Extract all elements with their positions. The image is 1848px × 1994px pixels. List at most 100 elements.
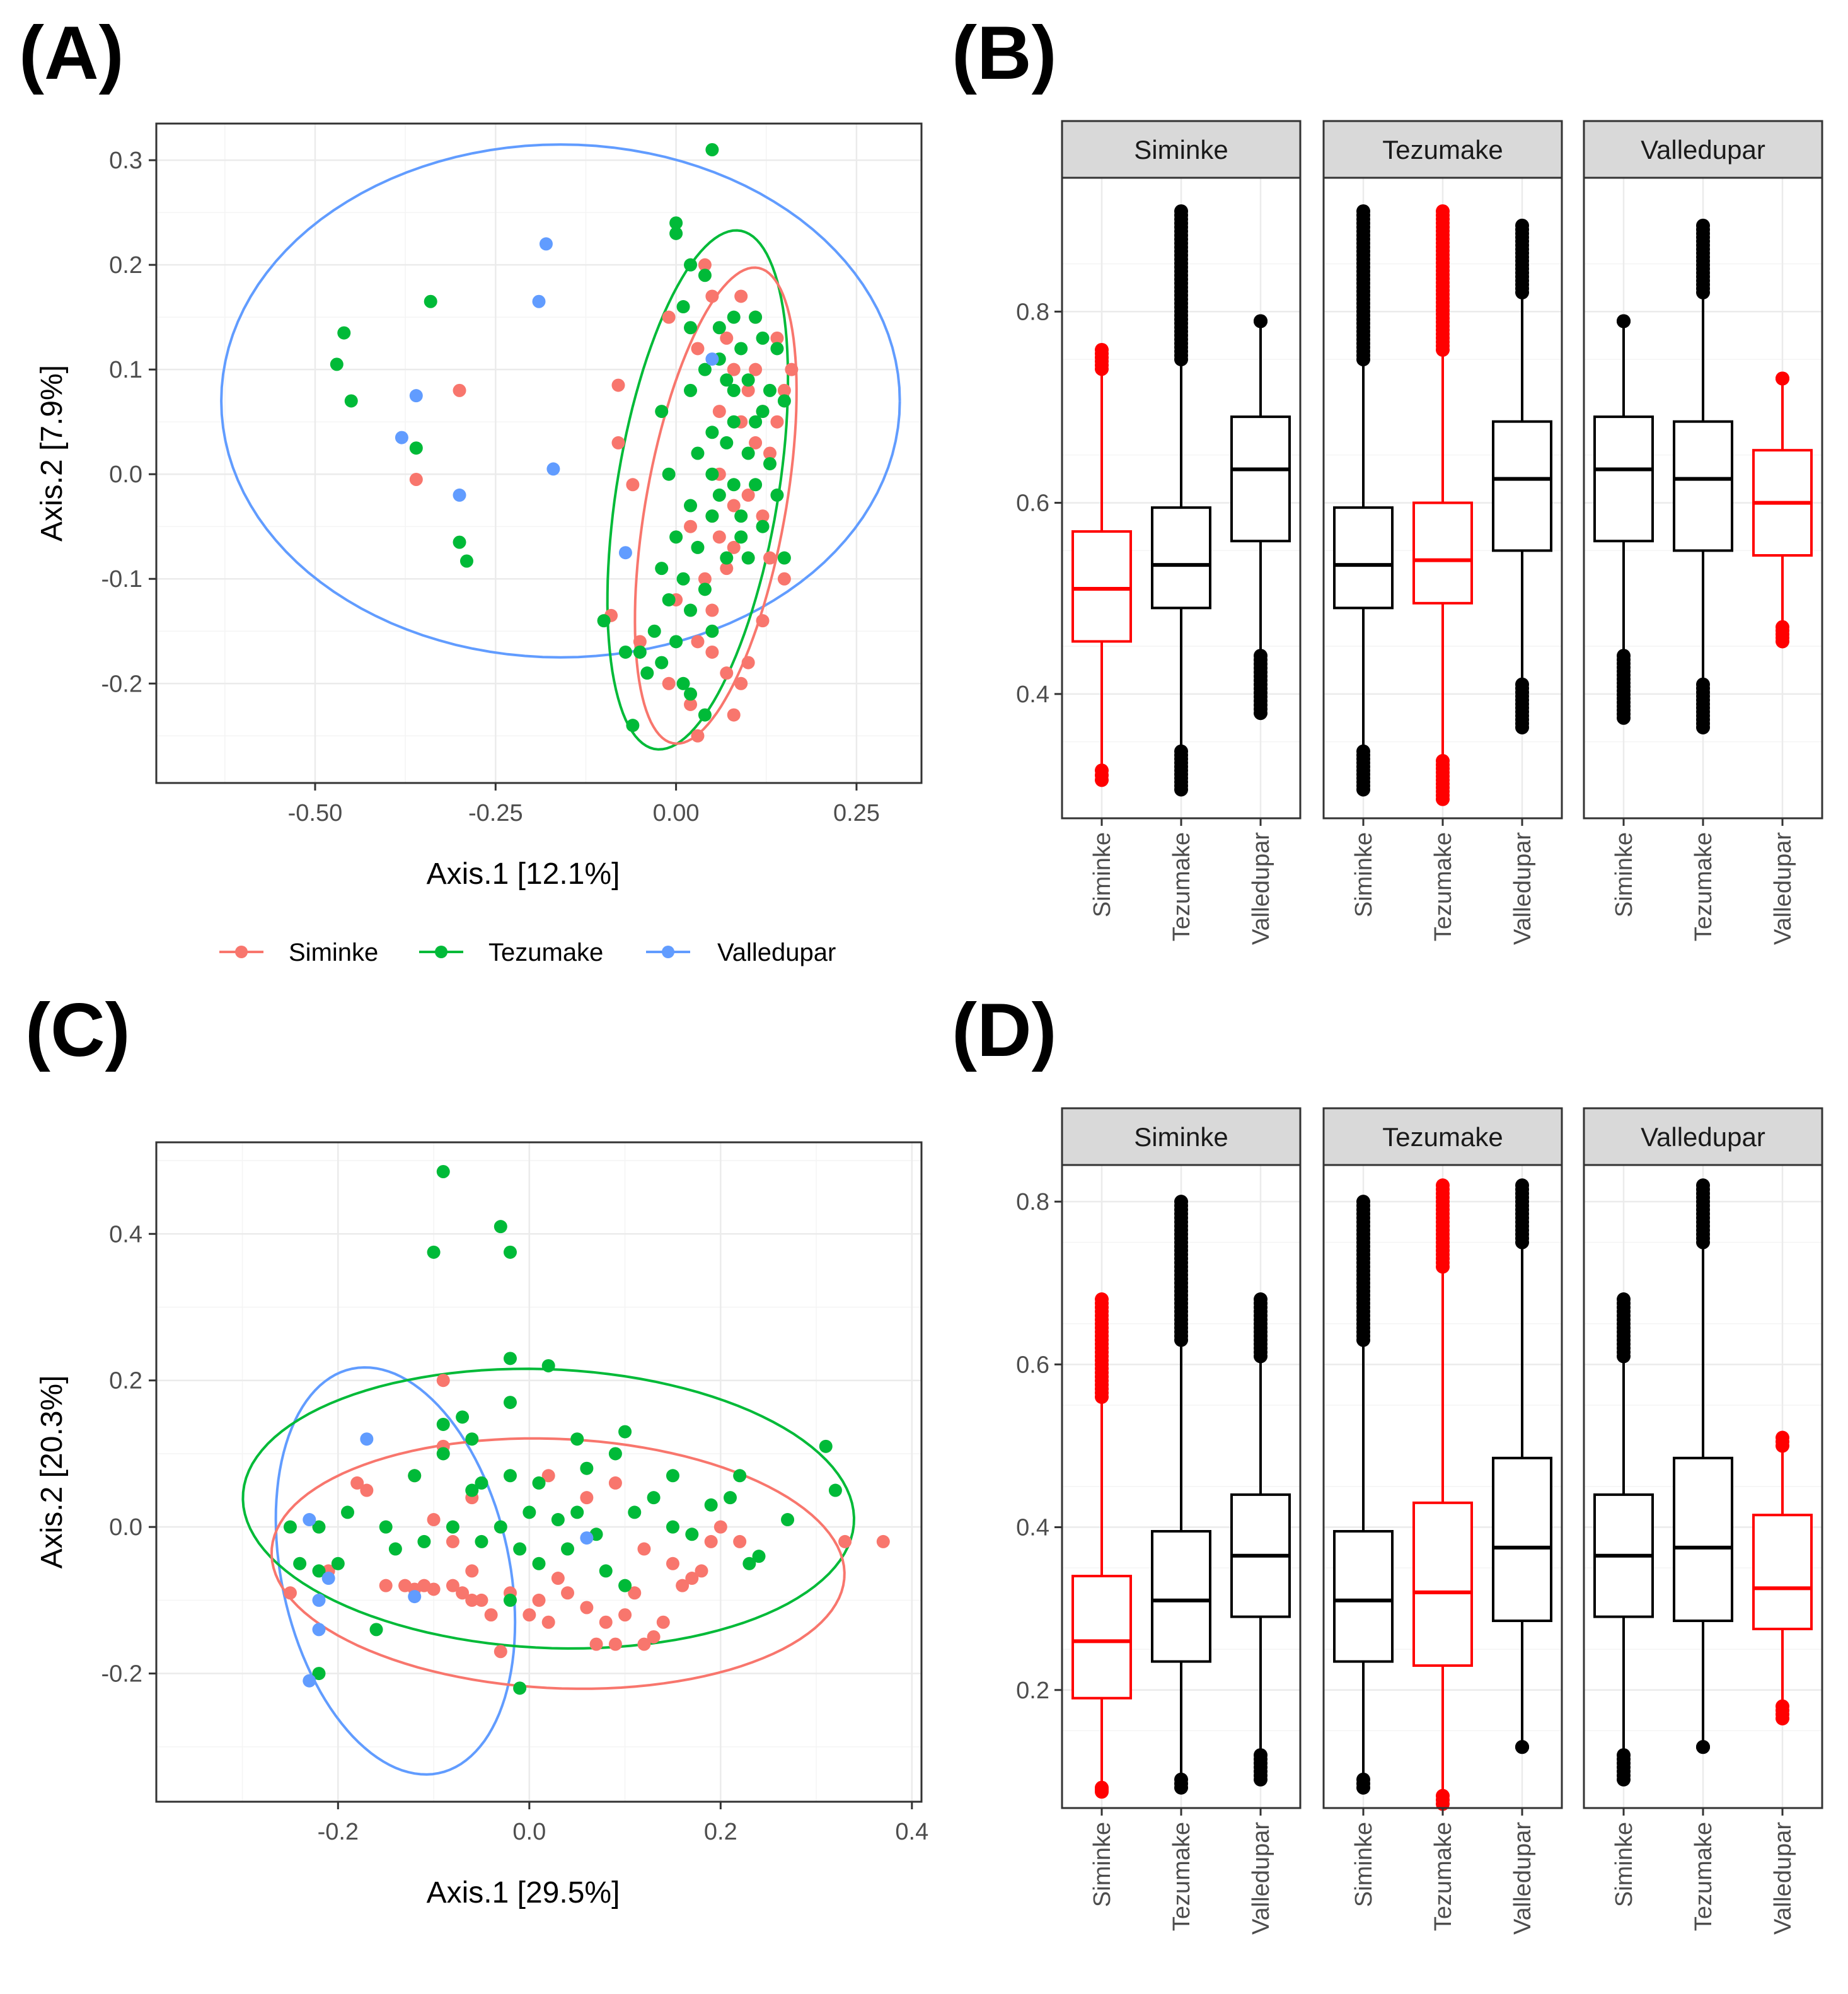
outlier-point	[1174, 1195, 1188, 1209]
box-valledupar	[1752, 1514, 1813, 1630]
outlier-point	[1095, 1292, 1109, 1307]
point-tezumake	[655, 405, 669, 419]
point-tezumake	[698, 583, 712, 596]
point-siminke	[427, 1513, 441, 1527]
box-siminke	[1071, 1575, 1132, 1700]
ellipse-tezumake	[241, 1367, 856, 1650]
outlier-point	[1617, 314, 1631, 328]
point-tezumake	[684, 383, 698, 397]
outliers-tezumake	[1174, 1195, 1188, 1795]
point-tezumake	[819, 1439, 833, 1453]
point-tezumake	[608, 1447, 622, 1461]
outlier-point	[1174, 204, 1188, 219]
point-siminke	[637, 1637, 651, 1651]
outlier-point	[1515, 1178, 1529, 1193]
facet-valledupar: Valledupar Siminke Tezumake Valledupar	[1583, 120, 1823, 945]
ellipse-valledupar	[274, 1366, 517, 1776]
point-siminke	[727, 708, 741, 722]
point-tezumake	[684, 687, 698, 701]
point-tezumake	[312, 1667, 326, 1681]
x-tick-label: Tezumake	[1430, 1822, 1457, 1931]
facet-tezumake: Tezumake Siminke Tezumake Valledupar	[1322, 120, 1563, 945]
point-tezumake	[494, 1220, 507, 1234]
point-siminke	[580, 1491, 594, 1505]
point-tezumake	[503, 1352, 517, 1365]
x-tick-label: Siminke	[1351, 832, 1377, 917]
point-siminke	[611, 378, 625, 392]
point-siminke	[691, 729, 705, 743]
point-tezumake	[727, 383, 741, 397]
point-tezumake	[669, 530, 683, 544]
facet-strip	[1322, 1107, 1563, 1166]
point-tezumake	[752, 1550, 766, 1563]
box-valledupar	[1492, 420, 1552, 552]
point-tezumake	[770, 342, 784, 356]
x-axis-title: Axis.1 [29.5%]	[427, 1876, 620, 1910]
y-tick-label: 0.2	[1016, 1678, 1049, 1704]
point-tezumake	[312, 1520, 326, 1534]
point-siminke	[561, 1586, 575, 1600]
point-siminke	[283, 1586, 297, 1600]
point-tezumake	[561, 1542, 575, 1556]
point-tezumake	[293, 1556, 307, 1570]
point-siminke	[465, 1564, 479, 1578]
point-siminke	[777, 383, 791, 397]
facet-frame	[1322, 177, 1563, 820]
point-siminke	[741, 383, 755, 397]
point-tezumake	[669, 635, 683, 649]
box-valledupar	[1230, 415, 1291, 543]
point-tezumake	[503, 1469, 517, 1483]
x-tick-label: 0.4	[895, 1819, 928, 1845]
point-siminke	[763, 551, 777, 565]
point-siminke	[662, 676, 676, 690]
point-tezumake	[541, 1359, 555, 1372]
x-tick-label: -0.50	[288, 800, 343, 826]
point-siminke	[427, 1582, 441, 1596]
outliers-siminke	[1095, 342, 1109, 787]
point-tezumake	[770, 488, 784, 502]
x-tick-label: Tezumake	[1690, 832, 1717, 941]
point-siminke	[770, 331, 784, 345]
point-tezumake	[724, 1491, 737, 1505]
point-tezumake	[453, 535, 466, 549]
point-tezumake	[666, 1520, 679, 1534]
legend-key-dot	[435, 946, 448, 958]
x-tick-label: Siminke	[1351, 1822, 1377, 1907]
point-tezumake	[330, 357, 344, 371]
x-tick-label: Siminke	[1611, 1822, 1637, 1907]
point-tezumake	[734, 342, 748, 356]
point-siminke	[446, 1534, 459, 1548]
point-tezumake	[369, 1623, 383, 1637]
point-tezumake	[691, 540, 705, 554]
point-siminke	[656, 1615, 670, 1629]
point-tezumake	[756, 519, 770, 533]
outlier-point	[1436, 204, 1450, 219]
panel-label-b: (B)	[952, 11, 1057, 95]
point-siminke	[453, 383, 466, 397]
legend-label-siminke: Siminke	[289, 939, 378, 966]
point-tezumake	[777, 551, 791, 565]
point-siminke	[599, 1615, 613, 1629]
point-tezumake	[344, 394, 358, 408]
point-tezumake	[647, 1491, 661, 1505]
y-tick-label: 0.6	[1016, 490, 1049, 517]
point-siminke	[733, 1534, 747, 1548]
facet-siminke: Siminke Siminke Tezumake Valledupar	[1061, 120, 1302, 945]
point-tezumake	[503, 1245, 517, 1259]
outliers-siminke	[1617, 314, 1631, 725]
facet-strip-label: Valledupar	[1641, 135, 1765, 165]
legend-item-valledupar: Valledupar	[646, 939, 836, 966]
point-tezumake	[684, 499, 698, 513]
point-tezumake	[513, 1542, 527, 1556]
outlier-point	[1356, 1195, 1370, 1209]
point-tezumake	[777, 394, 791, 408]
y-tick-label: 0.2	[109, 252, 142, 279]
point-tezumake	[662, 467, 676, 481]
point-tezumake	[647, 624, 661, 638]
point-valledupar	[360, 1432, 374, 1446]
point-siminke	[446, 1579, 459, 1592]
point-tezumake	[388, 1542, 402, 1556]
point-siminke	[618, 1608, 632, 1622]
